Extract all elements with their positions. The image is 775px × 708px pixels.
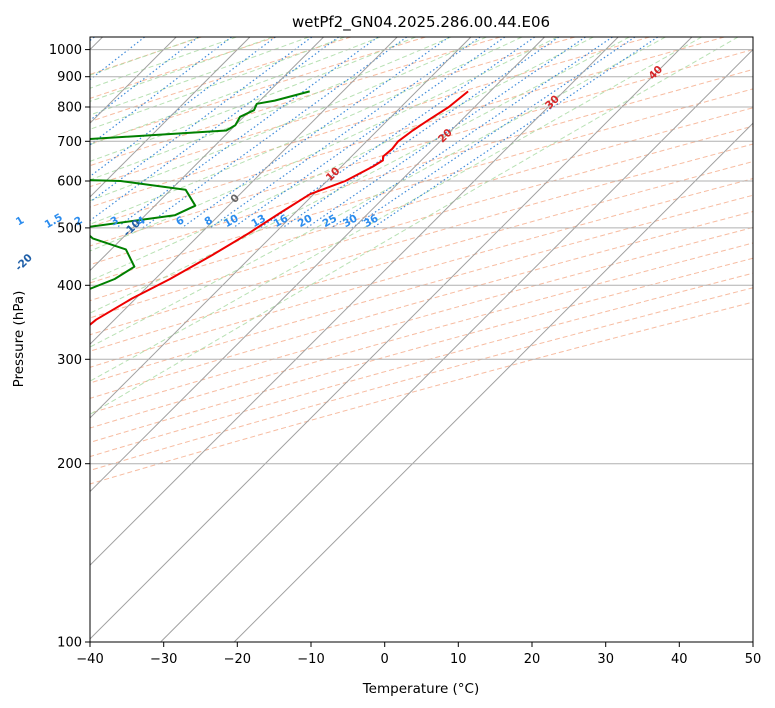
mixing-ratio-line bbox=[181, 37, 450, 229]
profiles bbox=[90, 90, 469, 326]
axis-ticks: −40 −30 −20 −10 0 10 20 30 40 50 100 200 300 400 500 60… bbox=[49, 43, 761, 667]
dry-adiabat bbox=[90, 68, 753, 266]
y-tick-label: 900 bbox=[57, 70, 82, 85]
dry-adiabat bbox=[90, 161, 753, 352]
moist-adiabat bbox=[90, 37, 523, 225]
mixing-ratio-line bbox=[90, 37, 199, 122]
dry-adiabat bbox=[90, 125, 753, 319]
y-tick-label: 400 bbox=[57, 279, 82, 294]
mixing-ratio-line bbox=[372, 37, 659, 229]
moist-adiabat bbox=[90, 37, 666, 348]
moist-adiabat bbox=[90, 37, 630, 314]
x-tick-label: −30 bbox=[150, 652, 177, 667]
moist-adiabat bbox=[90, 37, 345, 130]
x-tick-label: 10 bbox=[450, 652, 467, 667]
y-tick-label: 800 bbox=[57, 101, 82, 116]
dry-adiabat bbox=[90, 242, 753, 429]
y-tick-label: 200 bbox=[57, 457, 82, 472]
isotherm-line bbox=[90, 37, 545, 493]
mixing-ratio-line bbox=[330, 37, 613, 229]
dry-adiabat bbox=[90, 211, 753, 399]
background-lines bbox=[90, 37, 753, 642]
moist-adiabat bbox=[90, 37, 487, 202]
x-tick-label: 20 bbox=[524, 652, 541, 667]
moist-adiabat bbox=[90, 37, 558, 252]
y-tick-label: 300 bbox=[57, 353, 82, 368]
mixing-ratio-line bbox=[306, 37, 586, 229]
isotherm-line bbox=[90, 37, 398, 345]
mixing-ratio-line bbox=[232, 37, 506, 229]
temperature-profile bbox=[90, 90, 469, 326]
x-tick-label: 0 bbox=[381, 652, 389, 667]
mixing-ratio-line bbox=[90, 37, 313, 203]
isotherm-line bbox=[160, 48, 753, 642]
moist-adiabat bbox=[90, 37, 594, 282]
x-tick-label: 40 bbox=[671, 652, 688, 667]
isotherm-line bbox=[90, 37, 619, 566]
isotherm-line bbox=[90, 37, 324, 272]
x-tick-label: −10 bbox=[297, 652, 324, 667]
mixing-ratio-line bbox=[351, 37, 636, 229]
dry-adiabat bbox=[90, 287, 753, 471]
mixing-ratio-line bbox=[90, 37, 232, 146]
isotherm-line bbox=[90, 37, 472, 419]
mixing-ratio-line bbox=[209, 37, 481, 229]
x-axis-title: Temperature (°C) bbox=[362, 681, 480, 697]
chart-title: wetPf2_GN04.2025.286.00.44.E06 bbox=[292, 13, 550, 32]
y-tick-label: 100 bbox=[57, 636, 82, 651]
moist-adiabat bbox=[90, 37, 452, 181]
x-tick-label: −40 bbox=[76, 652, 103, 667]
pressure-gridlines bbox=[90, 49, 753, 642]
y-tick-label: 700 bbox=[57, 135, 82, 150]
moist-adiabat bbox=[90, 37, 416, 162]
y-tick-label: 500 bbox=[57, 221, 82, 236]
dry-adiabat bbox=[90, 37, 576, 188]
x-tick-label: 50 bbox=[745, 652, 762, 667]
dry-adiabat bbox=[90, 257, 753, 443]
x-tick-label: −20 bbox=[224, 652, 251, 667]
isotherm-line bbox=[90, 37, 251, 198]
dry-adiabat bbox=[90, 226, 753, 414]
y-tick-label: 1000 bbox=[49, 43, 82, 58]
plot-frame bbox=[89, 36, 754, 643]
y-axis-title: Pressure (hPa) bbox=[11, 291, 27, 388]
y-tick-label: 600 bbox=[57, 175, 82, 190]
x-tick-label: 30 bbox=[597, 652, 614, 667]
dry-adiabat bbox=[90, 37, 501, 167]
moist-adiabat bbox=[90, 37, 702, 382]
mixing-ratio-line bbox=[90, 37, 276, 178]
isotherm-line bbox=[233, 122, 753, 642]
dry-adiabat bbox=[90, 301, 753, 485]
dewpoint-profile bbox=[90, 90, 310, 290]
dry-adiabat bbox=[90, 107, 753, 302]
dry-adiabat bbox=[90, 272, 753, 458]
isotherm-line bbox=[90, 37, 693, 640]
dry-adiabat bbox=[90, 37, 351, 123]
